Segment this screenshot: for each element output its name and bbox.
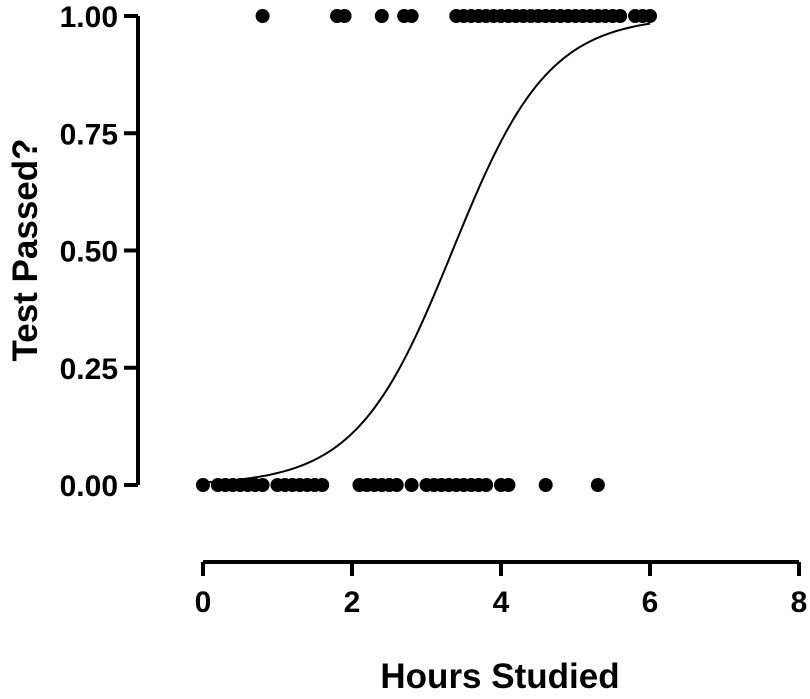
x-axis-title: Hours Studied: [380, 657, 619, 696]
data-point: [404, 478, 419, 492]
y-tick-label: 0.25: [60, 353, 118, 386]
data-point: [479, 478, 494, 492]
data-point: [196, 478, 210, 492]
x-axis: 0 2 4 6 8: [195, 560, 808, 619]
logistic-fit-curve: [202, 22, 651, 484]
data-point: [389, 478, 404, 492]
data-point: [315, 478, 330, 492]
y-axis: 0.00 0.25 0.50 0.75 1.00: [60, 1, 140, 503]
x-tick-label: 2: [344, 586, 361, 619]
data-point: [255, 478, 270, 492]
data-point: [337, 9, 352, 23]
x-tick-label: 0: [195, 586, 212, 619]
data-point: [255, 9, 270, 23]
data-point: [374, 9, 389, 23]
y-tick-label: 0.00: [60, 470, 118, 503]
data-point: [404, 9, 419, 23]
data-point: [613, 9, 628, 23]
y-tick-label: 0.50: [60, 236, 118, 269]
data-point: [538, 478, 553, 492]
x-tick-label: 6: [642, 586, 659, 619]
y-tick-label: 0.75: [60, 118, 118, 151]
data-point: [501, 478, 516, 492]
data-point: [643, 9, 657, 23]
y-axis-title: Test Passed?: [6, 138, 45, 361]
data-point: [590, 478, 605, 492]
plot-area: [196, 9, 657, 492]
x-tick-label: 4: [493, 586, 510, 619]
x-tick-label: 8: [791, 586, 808, 619]
y-tick-label: 1.00: [60, 1, 118, 34]
